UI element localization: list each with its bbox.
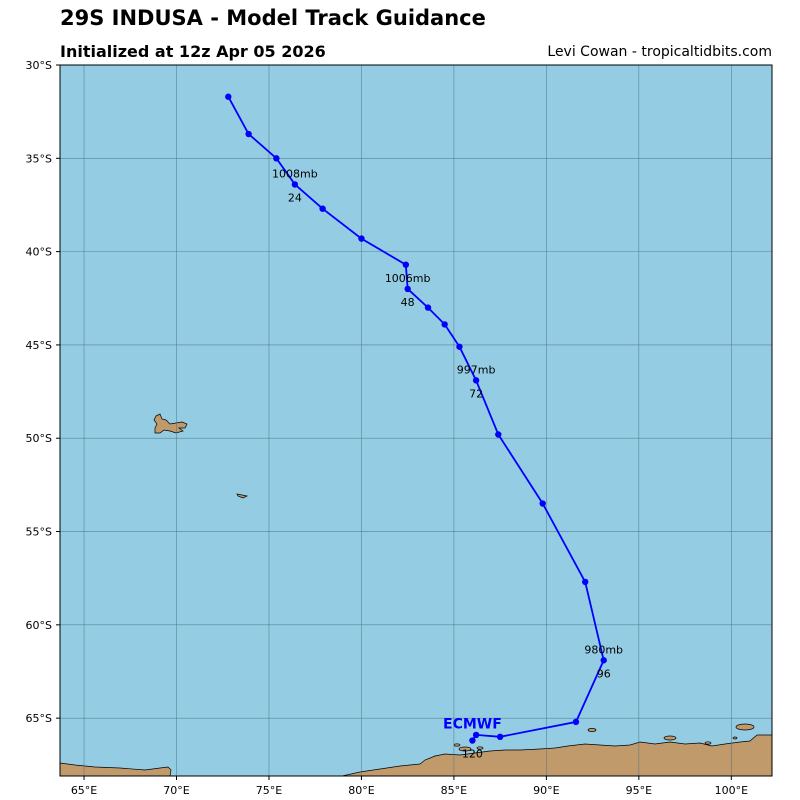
track-point bbox=[358, 235, 365, 242]
track-point bbox=[402, 261, 410, 268]
track-point bbox=[572, 718, 580, 726]
axis-ticks: 65°E 70°E 75°E 80°E 85°E 90°E 95°E 100°E 30°S 35°… bbox=[26, 59, 749, 797]
credit-text: Levi Cowan - tropicaltidbits.com bbox=[547, 44, 772, 60]
forecast-hour-label: 120 bbox=[462, 748, 483, 761]
gridlines bbox=[60, 65, 772, 776]
track-annotations: 1008mb 24 1006mb 48 997mb 72 980mb 96 120 ECMWF bbox=[272, 167, 623, 760]
lat-tick-label: 60°S bbox=[26, 619, 52, 632]
track-point bbox=[495, 431, 502, 438]
map-frame bbox=[59, 64, 773, 777]
lat-tick-label: 45°S bbox=[26, 339, 52, 352]
antarctica-landmass bbox=[60, 762, 172, 776]
small-island bbox=[476, 746, 484, 750]
lat-tick-label: 35°S bbox=[26, 152, 52, 165]
lon-tick-label: 85°E bbox=[441, 784, 467, 797]
forecast-hour-label: 24 bbox=[288, 191, 302, 204]
small-island bbox=[458, 746, 472, 752]
track-point bbox=[404, 285, 411, 293]
lon-tick-label: 90°E bbox=[533, 784, 559, 797]
pressure-label: 1008mb bbox=[272, 167, 318, 180]
lon-tick-label: 95°E bbox=[626, 784, 652, 797]
lon-tick-label: 80°E bbox=[348, 784, 374, 797]
track-point bbox=[472, 377, 480, 384]
track-point bbox=[456, 343, 463, 350]
antarctica-landmass-east bbox=[341, 734, 772, 776]
track-point bbox=[582, 578, 589, 586]
lon-tick-label: 65°E bbox=[71, 784, 97, 797]
track-point bbox=[472, 731, 480, 739]
track-point bbox=[600, 657, 607, 664]
lat-tick-label: 50°S bbox=[26, 432, 52, 445]
track-point bbox=[469, 737, 476, 744]
small-island bbox=[735, 723, 755, 731]
ocean-background bbox=[60, 65, 772, 776]
track-point bbox=[225, 93, 232, 100]
forecast-hour-label: 96 bbox=[597, 667, 611, 680]
small-island bbox=[704, 741, 712, 745]
heard-island bbox=[236, 493, 249, 499]
track-layer bbox=[225, 93, 607, 744]
track-point bbox=[273, 155, 280, 162]
track-point bbox=[424, 304, 432, 311]
track-point bbox=[319, 205, 326, 212]
pressure-label: 997mb bbox=[457, 363, 496, 376]
track-point bbox=[291, 181, 299, 188]
small-island bbox=[587, 728, 597, 732]
small-island bbox=[663, 735, 677, 741]
lon-tick-label: 70°E bbox=[163, 784, 189, 797]
lat-tick-label: 65°S bbox=[26, 712, 52, 725]
lat-tick-label: 55°S bbox=[26, 526, 52, 539]
small-island bbox=[453, 743, 461, 747]
track-point bbox=[539, 500, 546, 507]
model-label: ECMWF bbox=[443, 717, 502, 733]
chart-subtitle: Initialized at 12z Apr 05 2026 bbox=[60, 42, 326, 61]
small-island bbox=[732, 736, 738, 740]
lon-tick-label: 75°E bbox=[256, 784, 282, 797]
lon-tick-label: 100°E bbox=[715, 784, 748, 797]
forecast-hour-label: 48 bbox=[401, 296, 415, 309]
lat-tick-label: 40°S bbox=[26, 246, 52, 259]
pressure-label: 980mb bbox=[584, 643, 623, 656]
forecast-hour-label: 72 bbox=[469, 387, 483, 400]
track-point bbox=[496, 733, 504, 741]
track-line bbox=[227, 96, 605, 741]
chart-title: 29S INDUSA - Model Track Guidance bbox=[60, 6, 486, 30]
track-point bbox=[441, 321, 448, 328]
kerguelen-island bbox=[153, 413, 188, 434]
pressure-label: 1006mb bbox=[385, 272, 431, 285]
lat-tick-label: 30°S bbox=[26, 59, 52, 72]
track-point bbox=[245, 130, 252, 138]
